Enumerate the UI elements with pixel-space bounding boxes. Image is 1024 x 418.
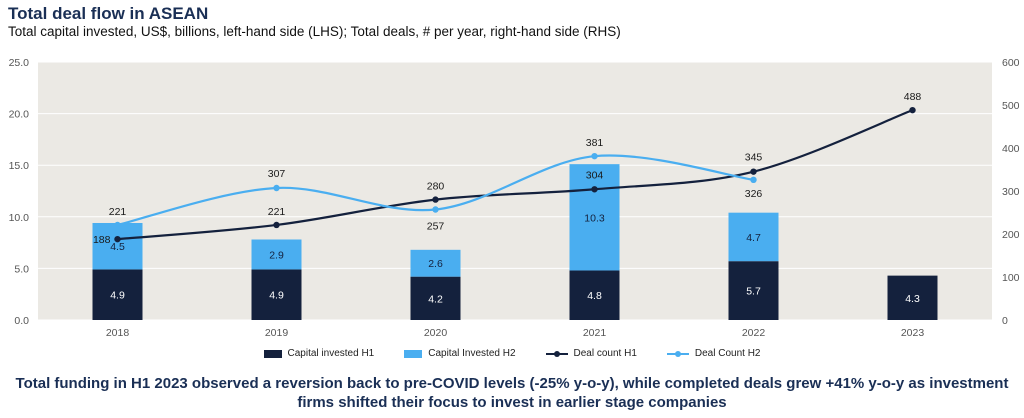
legend-label: Deal Count H2 xyxy=(694,348,761,359)
point-deal-h2 xyxy=(114,221,121,229)
line-deal-h1 xyxy=(117,109,913,241)
bar-capital-h1 xyxy=(569,270,620,320)
legend-swatch-deal-h1 xyxy=(545,350,568,358)
x-tick-label: 2018 xyxy=(106,327,130,339)
point-label-deal-h1: 221 xyxy=(268,206,286,218)
legend-label: Capital Invested H2 xyxy=(428,348,516,359)
chart-footnote: Total funding in H1 2023 observed a reve… xyxy=(15,375,1009,411)
point-label-deal-h2: 381 xyxy=(586,137,604,149)
bar-label-capital-h2: 10.3 xyxy=(584,212,605,224)
plot-area xyxy=(38,62,992,320)
bar-capital-h2 xyxy=(569,164,620,271)
bar-capital-h2 xyxy=(92,222,143,270)
bar-label-capital-h1: 4.8 xyxy=(587,290,602,302)
legend-item-capital-h1: Capital invested H1 xyxy=(263,348,375,359)
point-deal-h2 xyxy=(432,206,439,213)
x-tick-label: 2021 xyxy=(583,327,607,339)
bar-label-capital-h1: 4.9 xyxy=(269,290,284,302)
point-label-deal-h1: 304 xyxy=(586,169,604,181)
legend-item-capital-h2: Capital Invested H2 xyxy=(404,348,516,359)
point-label-deal-h2: 221 xyxy=(109,206,127,218)
point-deal-h2 xyxy=(591,152,598,160)
y-right-tick-label: 300 xyxy=(1002,186,1020,198)
legend-item-deal-h2: Deal Count H2 xyxy=(666,348,761,359)
point-deal-h2 xyxy=(273,184,280,192)
bar-capital-h1 xyxy=(728,261,779,320)
bar-label-capital-h2: 2.6 xyxy=(428,258,443,270)
point-label-deal-h2: 257 xyxy=(427,220,445,232)
y-right-tick-label: 600 xyxy=(1002,57,1020,69)
bar-capital-h2 xyxy=(410,249,461,277)
y-right-tick-label: 100 xyxy=(1002,272,1020,284)
point-label-deal-h2: 326 xyxy=(745,188,763,200)
y-right-tick-label: 400 xyxy=(1002,143,1020,155)
legend-swatch-capital-h1 xyxy=(263,349,282,358)
y-left-tick-label: 25.0 xyxy=(9,57,30,69)
legend-item-deal-h1: Deal count H1 xyxy=(545,348,637,359)
bar-capital-h2 xyxy=(728,212,779,262)
bar-label-capital-h1: 5.7 xyxy=(746,286,761,298)
chart-title: Total deal flow in ASEAN xyxy=(8,4,209,23)
bar-label-capital-h2: 4.5 xyxy=(110,241,125,253)
legend-label: Capital invested H1 xyxy=(287,348,375,359)
bar-label-capital-h1: 4.2 xyxy=(428,293,443,305)
x-tick-label: 2019 xyxy=(265,327,289,339)
point-deal-h1 xyxy=(909,106,916,114)
y-right-tick-label: 0 xyxy=(1002,315,1008,327)
point-deal-h1 xyxy=(750,168,757,175)
y-right-tick-label: 200 xyxy=(1002,229,1020,241)
y-left-tick-label: 15.0 xyxy=(9,160,30,172)
point-deal-h1 xyxy=(591,186,598,193)
bar-label-capital-h1: 4.3 xyxy=(905,293,920,305)
chart-legend: Capital invested H1 Capital Invested H2 … xyxy=(0,348,1024,359)
bar-capital-h2 xyxy=(251,239,302,270)
y-left-tick-label: 5.0 xyxy=(14,263,29,275)
y-left-tick-label: 20.0 xyxy=(9,109,30,121)
bar-capital-h1 xyxy=(92,269,143,320)
point-label-deal-h1: 488 xyxy=(904,91,922,103)
bar-capital-h1 xyxy=(410,276,461,320)
bar-capital-h1 xyxy=(887,275,938,320)
deal-flow-chart: 0.0 5.0 10.0 15.0 20.0 25.0 0 100 200 300 400 500 60… xyxy=(9,57,1020,339)
point-label-deal-h1: 280 xyxy=(427,181,445,193)
chart-subtitle: Total capital invested, US$, billions, l… xyxy=(8,24,621,39)
bar-label-capital-h2: 4.7 xyxy=(746,232,761,244)
y-right-tick-label: 500 xyxy=(1002,100,1020,112)
point-label-deal-h1: 188 xyxy=(93,234,111,246)
x-tick-label: 2023 xyxy=(901,327,925,339)
point-deal-h1 xyxy=(114,235,121,243)
x-tick-label: 2022 xyxy=(742,327,766,339)
bar-capital-h1 xyxy=(251,269,302,320)
point-label-deal-h1: 345 xyxy=(745,152,763,164)
y-left-tick-label: 10.0 xyxy=(9,212,30,224)
bar-label-capital-h2: 2.9 xyxy=(269,249,284,261)
bar-label-capital-h1: 4.9 xyxy=(110,290,125,302)
y-left-tick-label: 0.0 xyxy=(14,315,29,327)
x-tick-label: 2020 xyxy=(424,327,448,339)
point-deal-h2 xyxy=(750,176,757,184)
legend-swatch-deal-h2 xyxy=(666,350,689,358)
legend-label: Deal count H1 xyxy=(573,348,637,359)
point-deal-h1 xyxy=(273,221,280,229)
point-deal-h1 xyxy=(432,196,439,203)
point-label-deal-h2: 307 xyxy=(268,168,286,180)
legend-swatch-capital-h2 xyxy=(404,349,423,358)
